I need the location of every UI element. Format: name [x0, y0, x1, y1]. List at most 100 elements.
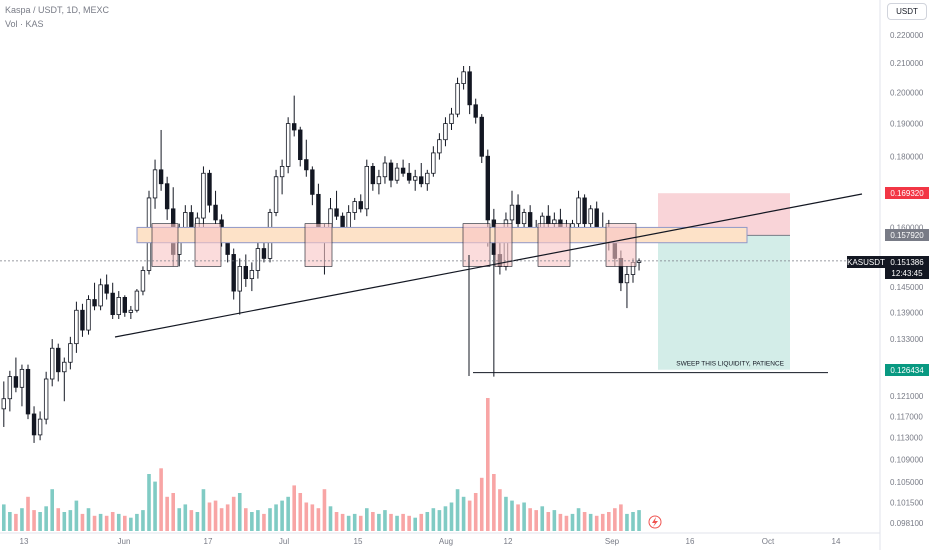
candle-body — [419, 176, 424, 185]
currency-button[interactable]: USDT — [887, 3, 927, 20]
candle-body — [56, 347, 61, 373]
volume-bar — [129, 517, 133, 531]
volume-bar — [449, 502, 454, 531]
candle-body — [128, 309, 134, 313]
volume-bar — [268, 508, 272, 531]
candle-body — [25, 368, 31, 415]
time-tick-label: 12 — [504, 537, 513, 546]
volume-bar — [461, 496, 466, 531]
candle-body — [546, 215, 551, 225]
candle-body — [431, 152, 436, 174]
volume-bar — [552, 510, 557, 531]
candle-body — [110, 292, 115, 316]
candle-body — [116, 297, 121, 316]
volume-bar — [467, 500, 472, 531]
time-tick-label: Aug — [439, 537, 453, 546]
candle-body — [509, 204, 515, 221]
volume-bar — [153, 481, 157, 531]
candle-body — [158, 169, 164, 185]
candle-body — [122, 297, 127, 313]
volume-bar — [516, 504, 520, 531]
volume-bar — [32, 510, 36, 531]
volume-bar — [588, 513, 593, 531]
annotation-text: SWEEP THIS LIQUIDITY, PATIENCE — [676, 361, 784, 368]
volume-bar — [62, 512, 67, 531]
supply-box — [151, 223, 179, 267]
volume-bar — [213, 500, 218, 531]
candle-body — [636, 260, 642, 263]
volume-bar — [316, 508, 321, 531]
volume-bar — [582, 512, 587, 531]
volume-bar — [310, 504, 315, 531]
volume-bar — [486, 398, 490, 531]
supply-box — [304, 223, 333, 267]
volume-bar — [26, 496, 30, 531]
candle-body — [316, 193, 321, 228]
volume-bar — [437, 510, 442, 531]
price-axis[interactable]: 0.220000 0.210000 0.200000 0.190000 0.180000… — [879, 0, 924, 550]
volume-bar — [8, 512, 12, 531]
volume-bar — [135, 513, 139, 531]
candle-body — [394, 167, 400, 181]
candle-body — [582, 197, 587, 225]
volume-bar — [328, 506, 333, 531]
volume-bar — [371, 512, 375, 531]
candle-body — [406, 172, 412, 181]
volume-bar — [534, 510, 538, 531]
candle-body — [298, 129, 303, 161]
volume-bar — [395, 515, 399, 531]
price-tick-label: 0.133000 — [890, 335, 924, 344]
volume-bars — [2, 398, 641, 531]
candle-body — [207, 172, 212, 206]
price-tick-label: 0.109000 — [890, 455, 924, 464]
candle-body — [521, 212, 527, 225]
volume-bar — [123, 515, 127, 531]
volume-bar — [286, 496, 290, 531]
candle-body — [86, 299, 91, 331]
price-tick-label: 0.139000 — [890, 308, 924, 317]
price-tick-label: 0.101500 — [890, 498, 924, 507]
volume-bar — [431, 508, 436, 531]
volume-bar — [237, 493, 242, 531]
volume-legend: Vol · KAS — [5, 19, 44, 29]
candle-body — [291, 123, 297, 131]
price-tick-label: 0.121000 — [890, 392, 924, 401]
volume-bar — [383, 510, 387, 531]
volume-bar — [340, 513, 345, 531]
candle-body — [7, 376, 13, 400]
candle-body — [358, 201, 363, 210]
candle-body — [68, 343, 73, 363]
price-tick-label: 0.160000 — [890, 223, 924, 232]
candle-body — [352, 201, 357, 213]
target-zone — [658, 235, 790, 370]
candle-body — [479, 116, 484, 157]
last-price-tag: 0.151386 — [885, 256, 929, 268]
candle-body — [473, 104, 478, 118]
candle-body — [285, 123, 291, 167]
time-tick-label: 15 — [354, 537, 363, 546]
candle-body — [134, 290, 140, 311]
volume-bar — [407, 515, 411, 531]
volume-bar — [256, 510, 260, 531]
volume-bar — [50, 489, 54, 531]
volume-bar — [14, 513, 18, 531]
supply-box — [462, 223, 491, 267]
price-tick-label: 0.180000 — [890, 152, 924, 161]
price-tick-label: 0.105000 — [890, 478, 924, 487]
volume-bar — [401, 513, 405, 531]
volume-bar — [558, 513, 563, 531]
price-tick-label: 0.200000 — [890, 89, 924, 98]
volume-bar — [631, 512, 635, 531]
candle-body — [346, 212, 351, 228]
candle-body — [412, 176, 418, 181]
candle-body — [425, 172, 430, 185]
candle-body — [237, 266, 242, 292]
volume-bar — [510, 500, 514, 531]
position-zones: SWEEP THIS LIQUIDITY, PATIENCE — [658, 193, 790, 370]
volume-bar — [207, 502, 212, 531]
volume-bar — [625, 513, 629, 531]
volume-bar — [522, 502, 526, 531]
time-axis[interactable]: 13 Jun 17 Jul 15 Aug 12 Sep 16 Oct 14 — [0, 532, 880, 546]
volume-bar — [322, 489, 327, 531]
